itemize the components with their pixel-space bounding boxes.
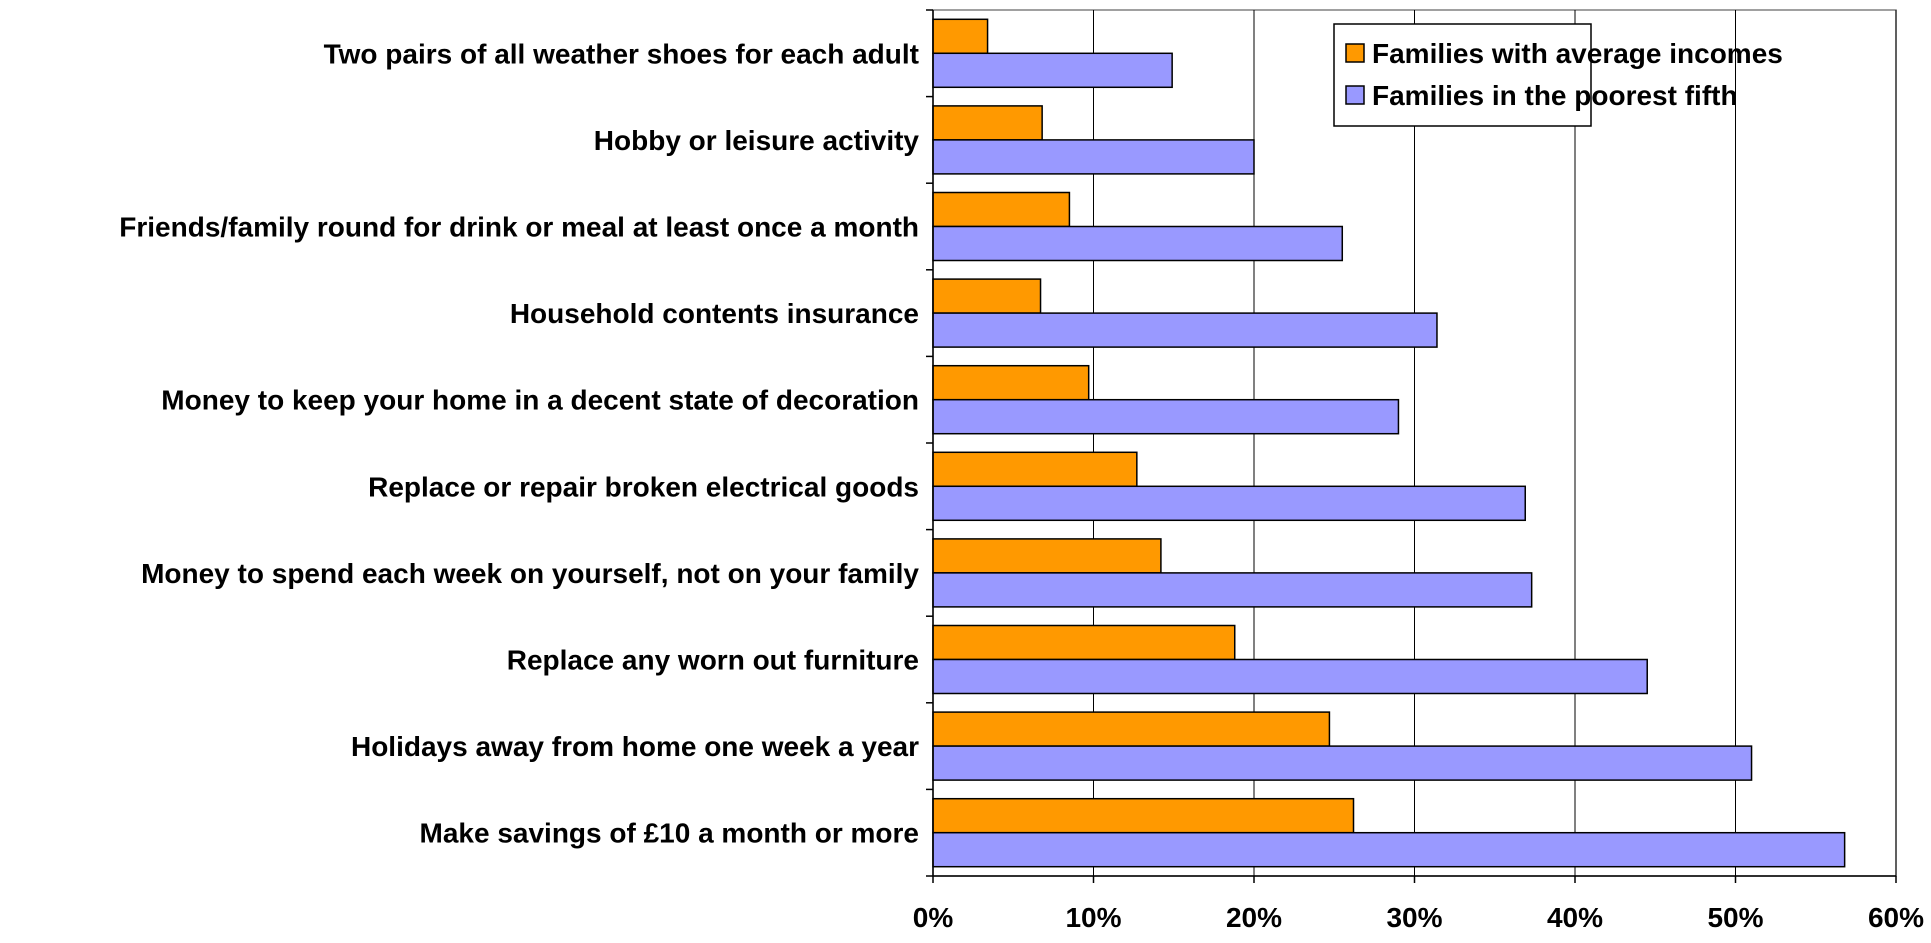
bar-poorest-fifth (932, 225, 1344, 262)
x-tick-label: 50% (1707, 902, 1763, 933)
category-label: Hobby or leisure activity (594, 125, 920, 156)
x-tick-label: 30% (1386, 902, 1442, 933)
bar-poorest-fifth (932, 52, 1173, 89)
axis-labels: Two pairs of all weather shoes for each … (119, 38, 1924, 933)
legend-label: Families in the poorest fifth (1372, 80, 1738, 111)
bar-average-incomes (932, 624, 1236, 661)
legend: Families with average incomes Families in… (1333, 23, 1783, 127)
bar-average-incomes (932, 191, 1071, 228)
category-label: Replace or repair broken electrical good… (368, 471, 919, 502)
bars (932, 18, 1846, 868)
legend-label: Families with average incomes (1372, 38, 1783, 69)
category-label: Make savings of £10 a month or more (420, 818, 920, 849)
category-label: Holidays away from home one week a year (351, 731, 919, 762)
category-label: Friends/family round for drink or meal a… (119, 212, 919, 243)
legend-swatch (1345, 85, 1365, 105)
bar-poorest-fifth (932, 831, 1846, 868)
axes (926, 9, 1897, 883)
bar-average-incomes (932, 538, 1162, 574)
bar-average-incomes (932, 711, 1331, 747)
bar-average-incomes (932, 278, 1042, 314)
category-label: Household contents insurance (510, 298, 919, 329)
bar-average-incomes (932, 797, 1355, 834)
x-tick-label: 20% (1226, 902, 1282, 933)
category-label: Two pairs of all weather shoes for each … (324, 38, 919, 69)
bar-poorest-fifth (932, 312, 1438, 348)
category-label: Money to keep your home in a decent stat… (161, 385, 919, 416)
bar-average-incomes (932, 364, 1090, 401)
bar-poorest-fifth (932, 572, 1533, 608)
category-label: Money to spend each week on yourself, no… (141, 558, 919, 589)
bar-average-incomes (932, 451, 1138, 488)
bar-poorest-fifth (932, 658, 1648, 695)
legend-swatch (1345, 43, 1365, 63)
bar-poorest-fifth (932, 745, 1753, 781)
bar-average-incomes (932, 105, 1043, 141)
bar-average-incomes (932, 18, 989, 55)
legend-box (1333, 23, 1592, 127)
bar-poorest-fifth (932, 398, 1400, 435)
x-tick-label: 60% (1868, 902, 1924, 933)
x-tick-label: 0% (913, 902, 954, 933)
bar-poorest-fifth (932, 485, 1526, 522)
x-tick-label: 40% (1547, 902, 1603, 933)
x-tick-label: 10% (1065, 902, 1121, 933)
category-label: Replace any worn out furniture (507, 645, 919, 676)
bar-poorest-fifth (932, 139, 1255, 175)
